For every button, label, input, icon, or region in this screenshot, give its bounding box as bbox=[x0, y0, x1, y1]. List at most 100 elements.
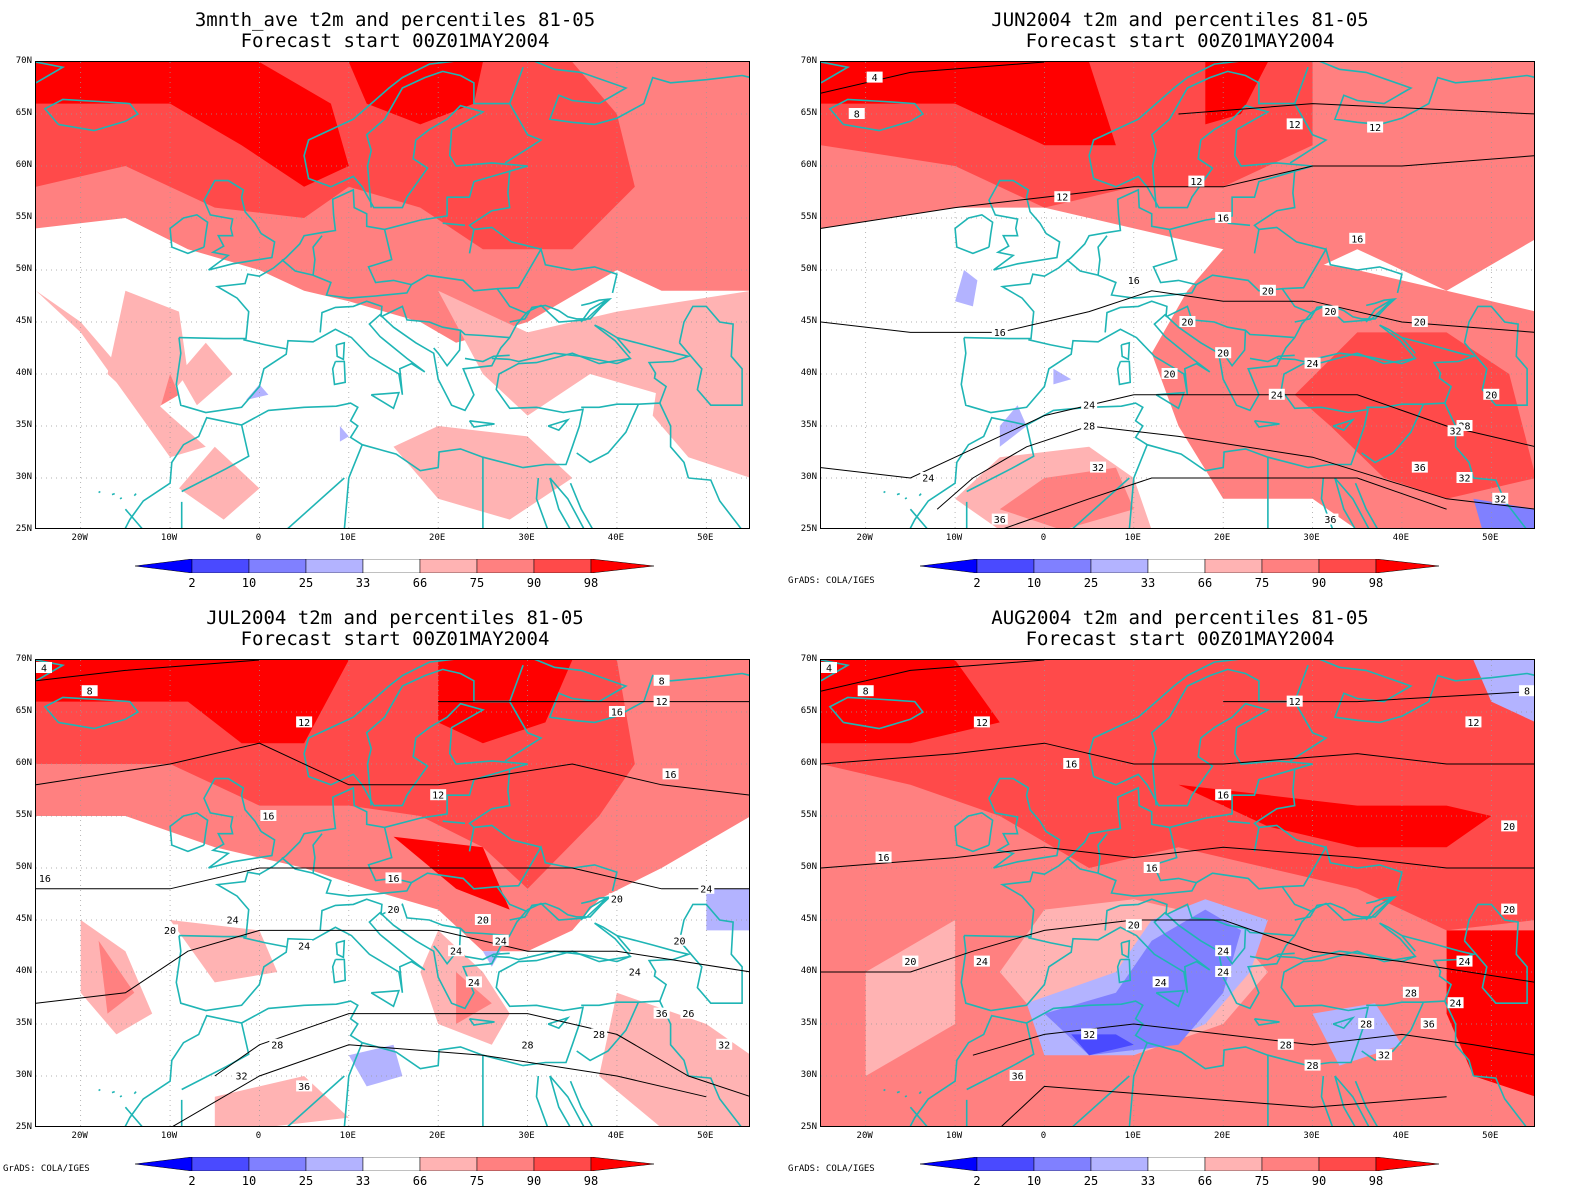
contour-label: 24 bbox=[227, 916, 239, 927]
coastline bbox=[464, 952, 510, 961]
colorbar-tick-label: 33 bbox=[355, 1174, 371, 1188]
colorbar-segment bbox=[362, 1156, 421, 1172]
contour-label: 4 bbox=[872, 73, 878, 84]
map-panel-jul2004: JUL2004 t2m and percentiles 81-05 Foreca… bbox=[0, 598, 780, 1188]
contour-label: 20 bbox=[1181, 318, 1193, 329]
coastline bbox=[1332, 1016, 1356, 1030]
lon-label: 30E bbox=[518, 533, 535, 543]
coastline bbox=[178, 62, 749, 340]
credit-text: GrADS: COLA/IGES bbox=[788, 576, 875, 586]
colorbar bbox=[919, 1156, 1440, 1172]
contour-label-bg bbox=[1081, 399, 1098, 411]
contour-label-bg bbox=[1358, 1018, 1375, 1029]
contour-label-bg bbox=[608, 893, 625, 905]
contour-label: 28 bbox=[1307, 1061, 1319, 1072]
coastline bbox=[319, 300, 383, 333]
coastline bbox=[581, 336, 692, 409]
coastline bbox=[335, 341, 346, 361]
coastline bbox=[960, 298, 1394, 414]
contour-label-bg bbox=[1268, 388, 1285, 400]
isotherm-contour bbox=[821, 62, 1045, 94]
contour-label: 12 bbox=[1289, 120, 1301, 131]
anomaly-region bbox=[161, 374, 179, 406]
colorbar-tick-label: 25 bbox=[1083, 1174, 1099, 1188]
contour-label-bg bbox=[1349, 232, 1366, 244]
lat-label: 50N bbox=[800, 862, 817, 872]
colorbar-segment bbox=[1090, 1156, 1149, 1172]
coastline bbox=[1150, 70, 1328, 208]
lon-label: 20E bbox=[1214, 1131, 1231, 1141]
colorbar-tick-label: 2 bbox=[973, 576, 981, 590]
contour-label: 16 bbox=[1351, 234, 1363, 245]
coastline bbox=[1366, 934, 1477, 1007]
coastline bbox=[175, 896, 609, 1012]
coastline bbox=[508, 664, 524, 702]
contour-label: 16 bbox=[1217, 791, 1229, 802]
contour-label-bg bbox=[296, 940, 313, 951]
colorbar-segment bbox=[1261, 1156, 1320, 1172]
isotherm-contour bbox=[36, 929, 749, 1004]
coastline bbox=[1320, 1075, 1334, 1126]
contour-label: 20 bbox=[164, 926, 176, 937]
contour-label: 28 bbox=[1280, 1040, 1292, 1051]
coastline bbox=[1116, 360, 1132, 386]
coastline bbox=[43, 696, 140, 730]
coastline bbox=[124, 1106, 143, 1126]
contour-label-bg bbox=[1215, 966, 1232, 977]
contour-label: 16 bbox=[878, 853, 890, 864]
lon-label: 30E bbox=[518, 1131, 535, 1141]
coastline bbox=[119, 1095, 123, 1098]
isotherm-contour bbox=[821, 846, 1534, 869]
contour-label-bg bbox=[1161, 368, 1178, 379]
isotherm-contour bbox=[821, 660, 1045, 692]
contour-label: 20 bbox=[1485, 390, 1497, 401]
contour-label: 24 bbox=[1450, 999, 1462, 1010]
coastline bbox=[370, 391, 401, 410]
coastline bbox=[883, 1088, 886, 1092]
lat-label: 25N bbox=[800, 524, 817, 534]
colorbar-svg bbox=[134, 1156, 655, 1172]
coastline bbox=[169, 812, 209, 853]
contour-label-bg bbox=[875, 851, 892, 863]
contour-label-bg bbox=[653, 674, 670, 686]
colorbar bbox=[919, 558, 1440, 574]
map-area: 4 8 8 12 12 12 16 16 16 16 20 20 20 20 24 24 24 24 24 24 28 2… bbox=[820, 659, 1535, 1127]
coastline bbox=[909, 324, 1417, 528]
coastline bbox=[569, 1080, 593, 1126]
contour-label-bg bbox=[1125, 274, 1142, 286]
contour-label: 16 bbox=[665, 770, 677, 781]
coastline bbox=[181, 424, 250, 493]
coastline bbox=[883, 490, 886, 494]
coastline bbox=[380, 903, 510, 937]
contour-label-bg bbox=[430, 789, 447, 801]
anomaly-region bbox=[179, 342, 233, 406]
anomaly-region bbox=[652, 332, 749, 478]
contour-label-bg bbox=[1277, 1038, 1294, 1050]
contour-label-bg bbox=[162, 924, 179, 936]
contour-label: 36 bbox=[1324, 515, 1336, 526]
colorbar-tick-label: 33 bbox=[355, 576, 371, 590]
coastline bbox=[1334, 1075, 1370, 1126]
coastline bbox=[954, 214, 994, 255]
contour-label-bg bbox=[626, 966, 643, 977]
anomaly-region bbox=[456, 972, 492, 1024]
anomaly-region bbox=[1178, 784, 1492, 848]
lat-label: 40N bbox=[15, 368, 32, 378]
coastline bbox=[1155, 989, 1186, 1008]
anomaly-region bbox=[1071, 1034, 1134, 1056]
contour-label: 28 bbox=[1405, 988, 1417, 999]
contour-label: 36 bbox=[1414, 463, 1426, 474]
coastline bbox=[370, 989, 401, 1008]
coastline bbox=[576, 403, 640, 464]
coastline bbox=[1354, 482, 1378, 528]
colorbar bbox=[134, 1156, 655, 1172]
lat-label: 65N bbox=[15, 706, 32, 716]
lat-label: 50N bbox=[15, 862, 32, 872]
contour-label-bg bbox=[902, 955, 919, 967]
colorbar-arrow bbox=[134, 1156, 193, 1172]
coastline bbox=[549, 1075, 585, 1126]
contour-label-bg bbox=[36, 872, 53, 884]
coastline bbox=[569, 482, 593, 528]
coastline bbox=[281, 833, 323, 875]
colorbar-tick-label: 33 bbox=[1140, 576, 1156, 590]
